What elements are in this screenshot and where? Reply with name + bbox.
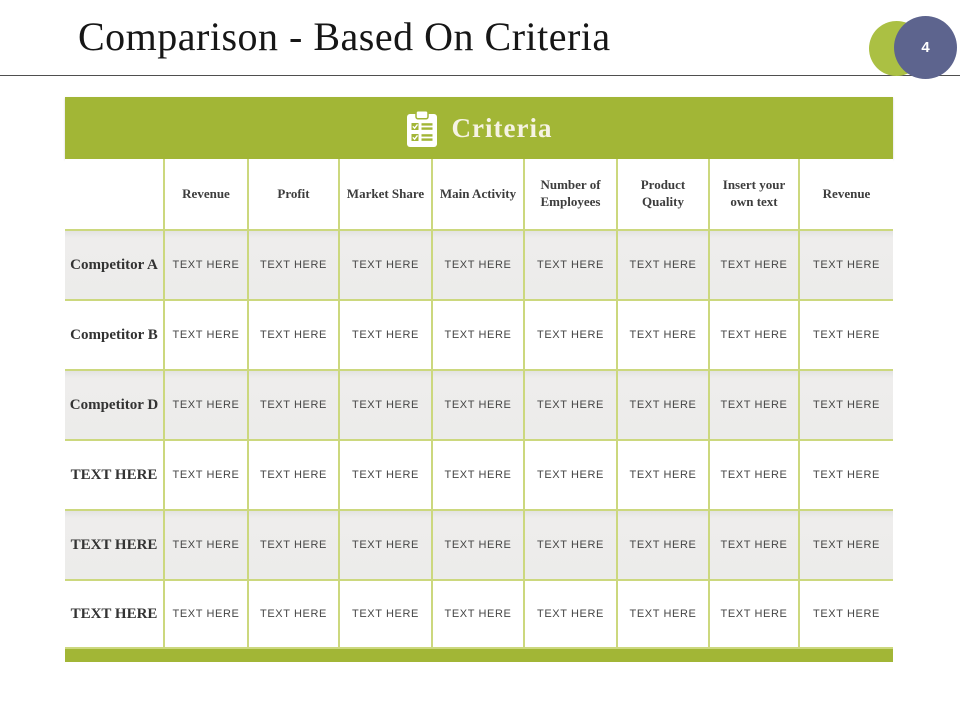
table-cell: TEXT HERE bbox=[249, 371, 338, 439]
table-row: Competitor B TEXT HERE TEXT HERE TEXT HE… bbox=[65, 301, 893, 369]
table-cell: TEXT HERE bbox=[249, 581, 338, 647]
table-cell: TEXT HERE bbox=[249, 511, 338, 579]
table-cell: TEXT HERE bbox=[165, 301, 247, 369]
column-header-number-of-employees: Number of Employees bbox=[525, 159, 616, 229]
table-cell: TEXT HERE bbox=[340, 511, 431, 579]
table-cell: TEXT HERE bbox=[165, 581, 247, 647]
table-row: Competitor A TEXT HERE TEXT HERE TEXT HE… bbox=[65, 231, 893, 299]
table-row: TEXT HERE TEXT HERE TEXT HERE TEXT HERE … bbox=[65, 441, 893, 509]
column-header-profit: Profit bbox=[249, 159, 338, 229]
page-number-badge: 4 bbox=[894, 16, 957, 79]
table-cell: TEXT HERE bbox=[165, 371, 247, 439]
table-cell: TEXT HERE bbox=[525, 301, 616, 369]
table-cell: TEXT HERE bbox=[433, 371, 523, 439]
table-cell: TEXT HERE bbox=[165, 231, 247, 299]
table-cell: TEXT HERE bbox=[618, 231, 708, 299]
table-row: Competitor D TEXT HERE TEXT HERE TEXT HE… bbox=[65, 371, 893, 439]
row-label: TEXT HERE bbox=[65, 581, 163, 647]
table-cell: TEXT HERE bbox=[165, 511, 247, 579]
table-cell: TEXT HERE bbox=[433, 301, 523, 369]
corner-cell bbox=[65, 159, 163, 229]
table-cell: TEXT HERE bbox=[525, 581, 616, 647]
table-cell: TEXT HERE bbox=[710, 301, 798, 369]
table-cell: TEXT HERE bbox=[433, 581, 523, 647]
table-cell: TEXT HERE bbox=[800, 511, 893, 579]
table-cell: TEXT HERE bbox=[249, 441, 338, 509]
column-header-row: Revenue Profit Market Share Main Activit… bbox=[65, 159, 893, 229]
table-cell: TEXT HERE bbox=[618, 371, 708, 439]
table-cell: TEXT HERE bbox=[525, 511, 616, 579]
row-label: Competitor D bbox=[65, 371, 163, 439]
table-footer-bar bbox=[65, 649, 893, 662]
table-cell: TEXT HERE bbox=[249, 301, 338, 369]
column-header-market-share: Market Share bbox=[340, 159, 431, 229]
table-cell: TEXT HERE bbox=[618, 511, 708, 579]
table-cell: TEXT HERE bbox=[525, 441, 616, 509]
table-cell: TEXT HERE bbox=[433, 441, 523, 509]
clipboard-checklist-icon bbox=[406, 110, 437, 147]
row-label: Competitor A bbox=[65, 231, 163, 299]
table-cell: TEXT HERE bbox=[340, 231, 431, 299]
column-header-revenue: Revenue bbox=[165, 159, 247, 229]
table-cell: TEXT HERE bbox=[800, 581, 893, 647]
table-cell: TEXT HERE bbox=[525, 371, 616, 439]
table-cell: TEXT HERE bbox=[800, 371, 893, 439]
column-header-revenue-2: Revenue bbox=[800, 159, 893, 229]
table-cell: TEXT HERE bbox=[800, 301, 893, 369]
column-header-insert-your-own-text: Insert your own text bbox=[710, 159, 798, 229]
table-cell: TEXT HERE bbox=[525, 231, 616, 299]
table-cell: TEXT HERE bbox=[710, 581, 798, 647]
table-cell: TEXT HERE bbox=[340, 301, 431, 369]
table-cell: TEXT HERE bbox=[433, 231, 523, 299]
table-cell: TEXT HERE bbox=[340, 581, 431, 647]
row-label: TEXT HERE bbox=[65, 511, 163, 579]
table-cell: TEXT HERE bbox=[800, 231, 893, 299]
title-underline bbox=[0, 75, 960, 76]
table-cell: TEXT HERE bbox=[165, 441, 247, 509]
page-number: 4 bbox=[921, 39, 930, 56]
table-row: TEXT HERE TEXT HERE TEXT HERE TEXT HERE … bbox=[65, 581, 893, 647]
criteria-banner-title: Criteria bbox=[451, 112, 553, 143]
table-cell: TEXT HERE bbox=[710, 231, 798, 299]
table-cell: TEXT HERE bbox=[710, 371, 798, 439]
table-cell: TEXT HERE bbox=[433, 511, 523, 579]
table-row: TEXT HERE TEXT HERE TEXT HERE TEXT HERE … bbox=[65, 511, 893, 579]
table-cell: TEXT HERE bbox=[618, 441, 708, 509]
table-cell: TEXT HERE bbox=[710, 441, 798, 509]
row-label: Competitor B bbox=[65, 301, 163, 369]
table-grid: Revenue Profit Market Share Main Activit… bbox=[65, 159, 893, 662]
table-cell: TEXT HERE bbox=[249, 231, 338, 299]
column-header-main-activity: Main Activity bbox=[433, 159, 523, 229]
table-cell: TEXT HERE bbox=[618, 301, 708, 369]
row-label: TEXT HERE bbox=[65, 441, 163, 509]
criteria-banner: Criteria bbox=[65, 97, 893, 159]
table-cell: TEXT HERE bbox=[340, 441, 431, 509]
table-cell: TEXT HERE bbox=[340, 371, 431, 439]
page-title: Comparison - Based On Criteria bbox=[78, 14, 611, 59]
column-header-product-quality: Product Quality bbox=[618, 159, 708, 229]
table-cell: TEXT HERE bbox=[710, 511, 798, 579]
table-cell: TEXT HERE bbox=[800, 441, 893, 509]
comparison-table: Criteria Revenue Profit Market Share Mai… bbox=[65, 97, 893, 662]
table-cell: TEXT HERE bbox=[618, 581, 708, 647]
